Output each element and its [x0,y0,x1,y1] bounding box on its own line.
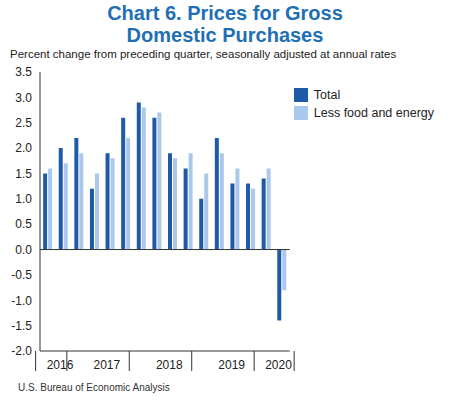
svg-text:1.5: 1.5 [15,167,32,181]
svg-text:-0.5: -0.5 [11,268,32,282]
svg-text:2.0: 2.0 [15,141,32,155]
svg-text:2.5: 2.5 [15,116,32,130]
svg-text:2016: 2016 [47,358,74,372]
svg-text:2018: 2018 [156,358,183,372]
html-text:Total: Total [313,88,341,102]
svg-text:-2.0: -2.0 [11,344,32,358]
svg-text:3.5: 3.5 [15,65,32,79]
html-text:Percent change from preceding: Percent change from preceding quarter, s… [10,48,397,60]
html-text:U.S. Bureau of Economic Analys: U.S. Bureau of Economic Analysis [18,382,170,393]
svg-text:3.0: 3.0 [15,91,32,105]
svg-text:-1.0: -1.0 [11,294,32,308]
svg-text:2020: 2020 [265,358,292,372]
svg-text:2019: 2019 [218,358,245,372]
svg-text:0.0: 0.0 [15,243,32,257]
svg-text:-1.5: -1.5 [11,319,32,333]
svg-text:1.0: 1.0 [15,192,32,206]
html-text:Chart 6. Prices for Gross Dome: Chart 6. Prices for Gross Domestic Purch… [107,2,343,46]
svg-text:0.5: 0.5 [15,217,32,231]
html-text:Less food and energy: Less food and energy [313,106,434,120]
svg-text:2017: 2017 [93,358,120,372]
